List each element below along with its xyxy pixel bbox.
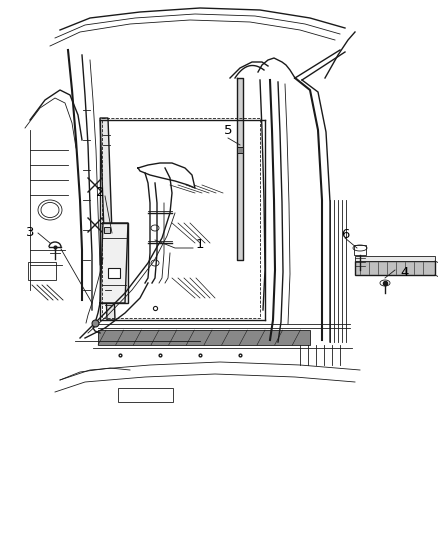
Text: 1: 1 xyxy=(196,238,204,252)
Text: 4: 4 xyxy=(401,265,409,279)
Bar xyxy=(237,78,243,260)
FancyBboxPatch shape xyxy=(355,256,435,261)
Text: 5: 5 xyxy=(224,124,232,136)
Bar xyxy=(108,268,120,278)
Bar xyxy=(354,245,366,255)
Text: 6: 6 xyxy=(341,229,349,241)
Bar xyxy=(28,262,56,280)
Polygon shape xyxy=(100,118,115,320)
Bar xyxy=(118,388,173,402)
Text: 2: 2 xyxy=(96,187,104,199)
FancyBboxPatch shape xyxy=(355,261,435,275)
Text: 3: 3 xyxy=(26,227,34,239)
Bar xyxy=(98,330,310,345)
FancyBboxPatch shape xyxy=(100,223,128,303)
